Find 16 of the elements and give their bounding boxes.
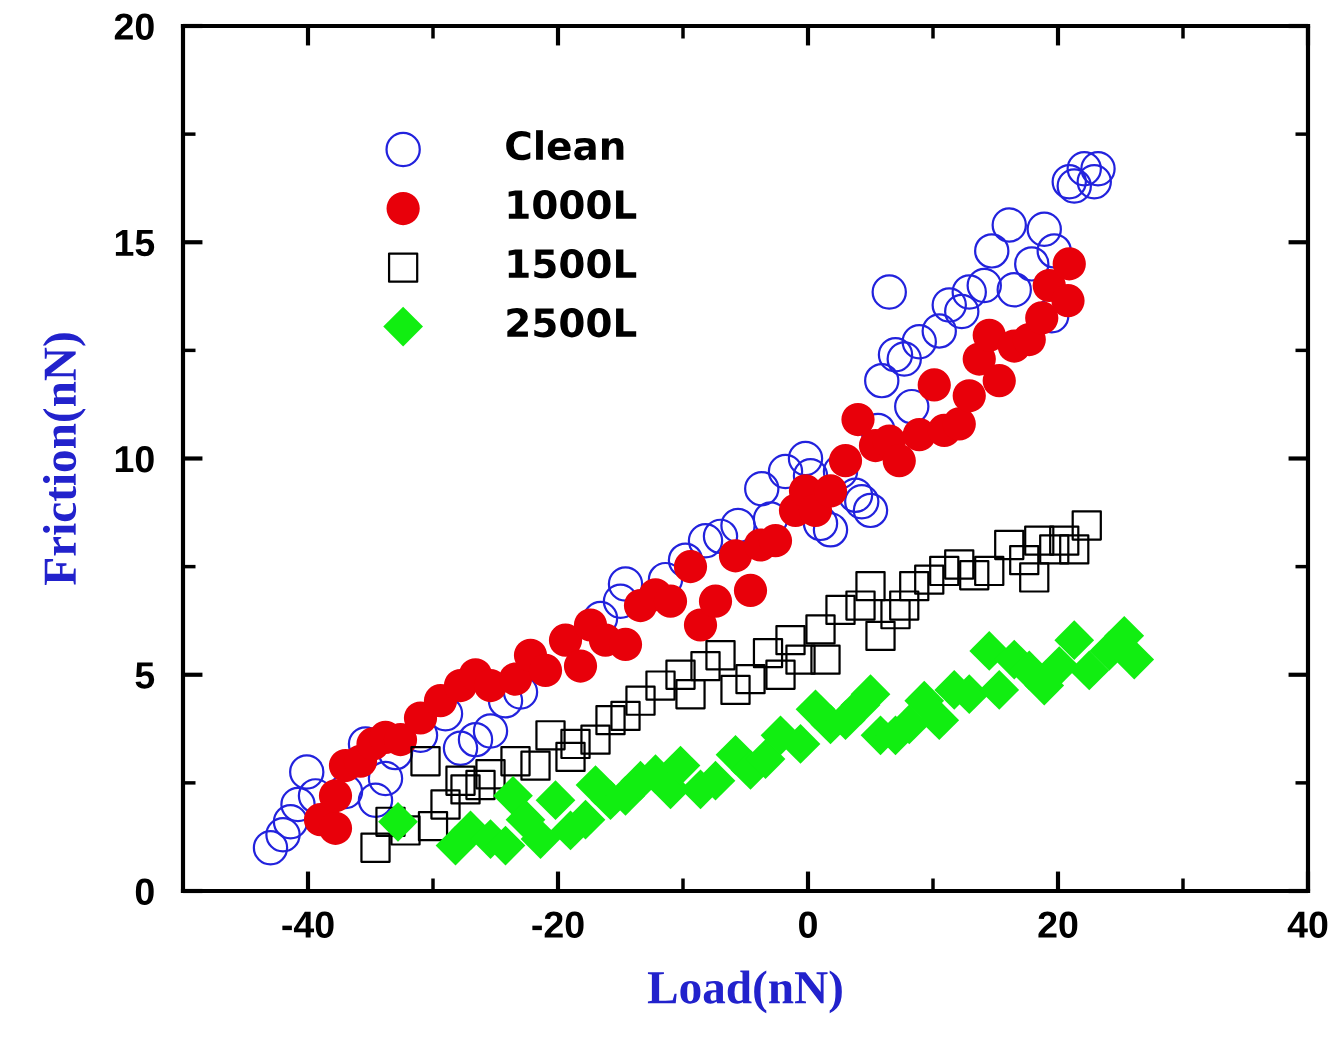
legend-label: 1500L — [508, 248, 637, 279]
x-tick-label: 0 — [799, 911, 817, 938]
legend-label: Clean — [506, 130, 624, 161]
y-axis-title: Friction(nN) — [42, 333, 86, 585]
x-axis-title: Load(nN) — [647, 970, 842, 1014]
legend-label: 1000L — [508, 189, 637, 220]
y-tick-label: 20 — [114, 13, 154, 40]
y-tick-label: 10 — [115, 445, 154, 473]
x-tick-label: 40 — [1287, 911, 1328, 938]
legend-label: 2500L — [507, 307, 637, 338]
y-tick-label: 0 — [135, 878, 154, 905]
x-tick-label: 20 — [1038, 911, 1078, 938]
x-tick-label: -20 — [532, 911, 584, 938]
y-tick-label: 15 — [115, 230, 155, 257]
y-tick-label: 5 — [135, 662, 155, 689]
x-tick-label: -40 — [282, 911, 334, 938]
